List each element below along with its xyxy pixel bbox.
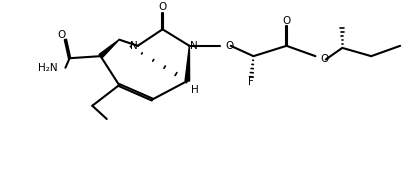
Text: H₂N: H₂N: [37, 63, 57, 73]
Text: N: N: [190, 41, 198, 51]
Text: F: F: [248, 77, 254, 87]
Text: O: O: [158, 2, 167, 12]
Polygon shape: [99, 40, 119, 58]
Text: O: O: [282, 16, 291, 26]
Text: O: O: [57, 30, 65, 40]
Text: N: N: [130, 41, 138, 51]
Polygon shape: [185, 46, 190, 81]
Text: O: O: [225, 41, 234, 51]
Text: H: H: [191, 85, 199, 95]
Text: O: O: [320, 54, 329, 64]
